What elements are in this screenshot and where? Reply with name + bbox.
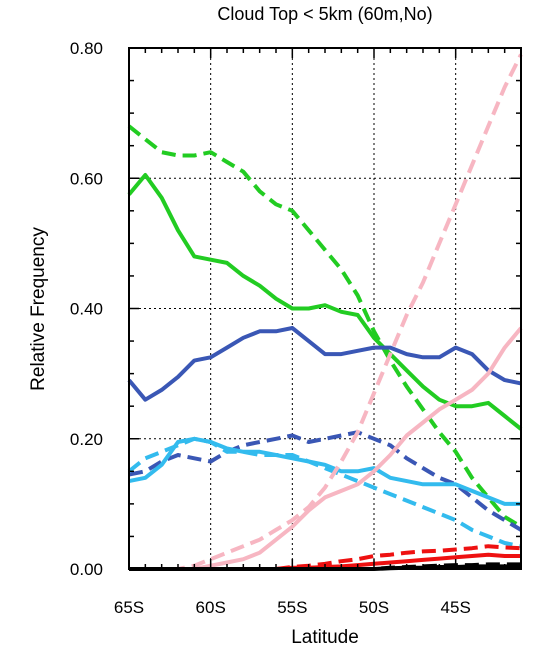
series-line-6 [127, 436, 522, 549]
y-tick-label: 0.20 [70, 430, 103, 449]
y-tick-labels: 0.00 0.20 0.40 0.60 0.80 [70, 39, 103, 579]
y-axis-title: Relative Frequency [28, 227, 49, 391]
y-tick-label: 0.80 [70, 39, 103, 58]
axis-ticks [128, 47, 522, 570]
chart-title: Cloud Top < 5km (60m,No) [217, 4, 432, 24]
series-line-5 [128, 436, 521, 506]
x-tick-label: 55S [277, 598, 307, 617]
x-tick-label: 50S [359, 598, 389, 617]
series-line-3 [127, 326, 522, 402]
series-lines [127, 53, 523, 571]
series-line-4 [128, 430, 523, 532]
series-line-7 [129, 326, 523, 571]
x-tick-label: 60S [196, 598, 226, 617]
x-tick-labels: 65S 60S 55S 50S 45S [114, 598, 471, 617]
y-tick-label: 0.00 [70, 560, 103, 579]
y-tick-label: 0.40 [70, 300, 103, 319]
y-tick-label: 0.60 [70, 169, 103, 188]
series-line-2 [127, 124, 523, 529]
series-line-1 [127, 173, 523, 431]
x-tick-label: 45S [441, 598, 471, 617]
x-axis-title: Latitude [291, 627, 359, 648]
x-tick-label: 65S [114, 598, 144, 617]
